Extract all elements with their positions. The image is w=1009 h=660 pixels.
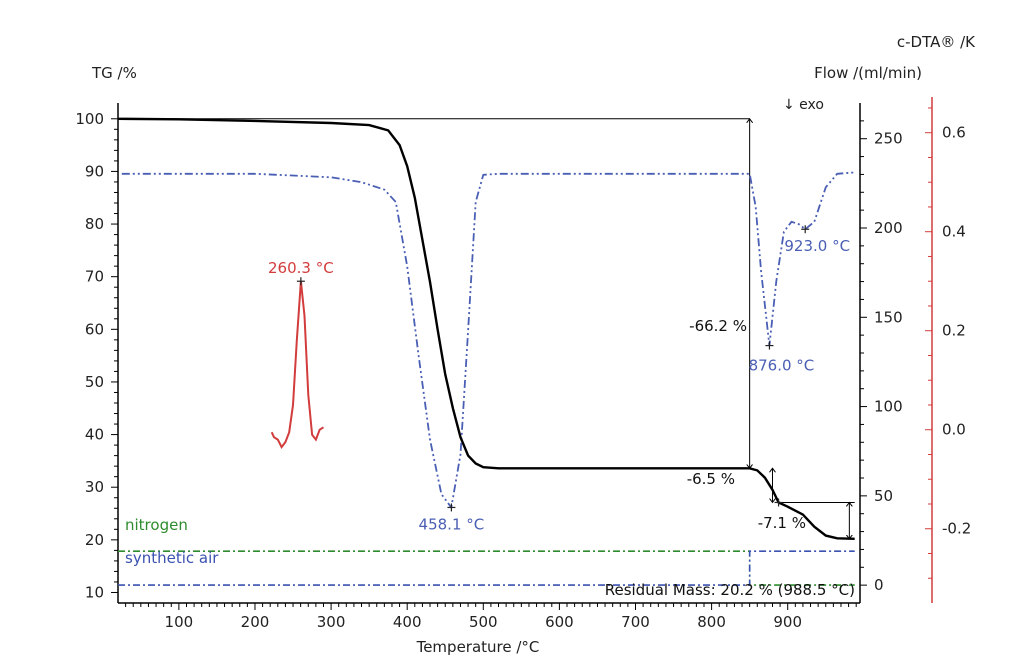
x-tick-label: 700 [621, 613, 650, 631]
flow-tick-label: 200 [874, 219, 903, 237]
residual-mass-label: Residual Mass: 20.2 % (988.5 °C) [605, 581, 855, 599]
dta-tick-label: 0.2 [942, 322, 966, 340]
mass-step-label-1: -66.2 % [689, 317, 747, 335]
dta-tick-label: 0.4 [942, 223, 966, 241]
synthetic-air-label: synthetic air [125, 549, 219, 567]
x-tick-label: 600 [545, 613, 574, 631]
tg-tick-label: 80 [85, 215, 104, 233]
dta-axis-title: c-DTA® /K [897, 33, 976, 51]
tg-tick-label: 50 [85, 373, 104, 391]
flow-tick-label: 50 [874, 487, 893, 505]
x-tick-label: 200 [241, 613, 270, 631]
flow-tick-label: 0 [874, 576, 884, 594]
mass-step-label-3: -7.1 % [758, 514, 806, 532]
nitrogen-label: nitrogen [125, 516, 188, 534]
tg-curve [117, 117, 855, 540]
nitrogen-flow-line [118, 550, 855, 586]
x-tick-label: 900 [773, 613, 802, 631]
dta-tick-label: 0.6 [942, 124, 966, 142]
x-axis-title: Temperature /°C [416, 638, 540, 656]
tg-tick-label: 20 [85, 531, 104, 549]
x-tick-label: 500 [469, 613, 498, 631]
x-tick-label: 800 [697, 613, 726, 631]
dta-air-curve [121, 171, 857, 510]
peak-label-923: 923.0 °C [784, 237, 850, 255]
dta-tick-label: 0.0 [942, 421, 966, 439]
flow-tick-label: 100 [874, 398, 903, 416]
dta-tick-label: -0.2 [942, 520, 971, 538]
x-tick-label: 300 [317, 613, 346, 631]
x-tick-label: 400 [393, 613, 422, 631]
tg-tick-label: 100 [75, 110, 104, 128]
tg-tick-label: 30 [85, 478, 104, 496]
dta-nitrogen-curve [270, 281, 325, 449]
x-tick-label: 100 [165, 613, 194, 631]
peak-label-876: 876.0 °C [749, 357, 815, 375]
flow-tick-label: 150 [874, 308, 903, 326]
mass-step-label-2: -6.5 % [687, 470, 735, 488]
peak-label-260: 260.3 °C [268, 259, 334, 277]
flow-axis-title: Flow /(ml/min) [814, 64, 922, 82]
tg-tick-label: 10 [85, 583, 104, 601]
tg-tick-label: 90 [85, 162, 104, 180]
tg-axis-title: TG /% [91, 64, 137, 82]
exo-note: ↓ exo [783, 97, 824, 113]
flow-tick-label: 250 [874, 130, 903, 148]
synthetic-air-flow-line [118, 550, 855, 586]
peak-label-458: 458.1 °C [419, 515, 485, 533]
tg-tick-label: 60 [85, 320, 104, 338]
tg-tick-label: 40 [85, 426, 104, 444]
tg-tick-label: 70 [85, 268, 104, 286]
